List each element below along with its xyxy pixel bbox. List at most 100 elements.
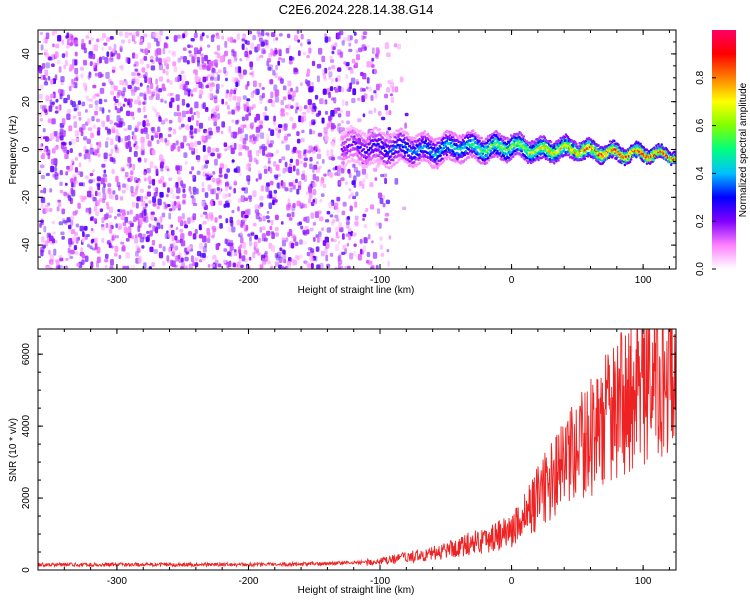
heatmap-cell bbox=[285, 237, 289, 242]
heatmap-cell bbox=[198, 242, 203, 250]
heatmap-cell bbox=[337, 240, 341, 245]
heatmap-cell bbox=[78, 182, 84, 187]
heatmap-cell bbox=[193, 53, 197, 60]
heatmap-cell bbox=[296, 131, 300, 137]
heatmap-cell bbox=[329, 252, 334, 257]
heatmap-cell bbox=[209, 152, 215, 157]
heatmap-cell bbox=[217, 74, 220, 81]
heatmap-cell bbox=[459, 162, 462, 165]
heatmap-cell bbox=[181, 80, 185, 86]
heatmap-cell bbox=[132, 116, 135, 121]
heatmap-cell bbox=[121, 212, 126, 216]
heatmap-cell bbox=[228, 125, 232, 133]
heatmap-cell bbox=[265, 185, 269, 192]
heatmap-cell bbox=[75, 76, 79, 82]
heatmap-cell bbox=[148, 223, 152, 228]
heatmap-cell bbox=[387, 147, 391, 150]
heatmap-cell bbox=[379, 145, 382, 148]
heatmap-cell bbox=[177, 116, 182, 123]
heatmap-cell bbox=[69, 255, 74, 259]
heatmap-cell bbox=[178, 258, 183, 264]
heatmap-cell bbox=[210, 214, 214, 222]
snr-y-axis-label: SNR (10 * v/v) bbox=[8, 418, 19, 482]
heatmap-cell bbox=[297, 150, 302, 154]
heatmap-cell bbox=[143, 92, 147, 100]
heatmap-cell bbox=[115, 175, 119, 183]
heatmap-cell bbox=[235, 81, 239, 88]
heatmap-cell bbox=[291, 234, 296, 239]
heatmap-cell bbox=[292, 90, 296, 98]
heatmap-cell bbox=[496, 149, 499, 153]
heatmap-cell bbox=[105, 71, 110, 79]
heatmap-cell bbox=[143, 105, 146, 113]
heatmap-cell bbox=[268, 194, 273, 199]
x-tick-label: -300 bbox=[107, 275, 127, 286]
heatmap-cell bbox=[273, 115, 276, 122]
heatmap-cell bbox=[401, 140, 404, 144]
heatmap-cell bbox=[276, 251, 282, 259]
heatmap-cell bbox=[120, 166, 125, 172]
heatmap-cell bbox=[48, 56, 53, 61]
heatmap-cell bbox=[105, 222, 109, 228]
heatmap-cell bbox=[92, 148, 97, 152]
heatmap-cell bbox=[43, 148, 47, 153]
heatmap-cell bbox=[259, 226, 263, 233]
heatmap-cell bbox=[96, 182, 101, 187]
heatmap-cell bbox=[90, 239, 94, 244]
heatmap-cell bbox=[223, 66, 227, 74]
heatmap-cell bbox=[85, 234, 90, 238]
heatmap-cell bbox=[243, 104, 247, 112]
heatmap-cell bbox=[253, 139, 257, 144]
heatmap-cell bbox=[351, 58, 356, 64]
heatmap-cell bbox=[657, 142, 660, 146]
heatmap-cell bbox=[336, 196, 341, 202]
heatmap-cell bbox=[168, 208, 173, 212]
heatmap-cell bbox=[172, 61, 177, 67]
heatmap-cell bbox=[249, 135, 253, 140]
heatmap-cell bbox=[153, 38, 159, 42]
heatmap-cell bbox=[90, 227, 94, 232]
heatmap-cell bbox=[421, 159, 424, 162]
heatmap-cell bbox=[226, 251, 231, 256]
heatmap-cell bbox=[105, 212, 109, 219]
heatmap-cell bbox=[325, 254, 329, 262]
heatmap-cell bbox=[145, 122, 150, 127]
heatmap-cell bbox=[109, 35, 114, 40]
heatmap-cell bbox=[372, 129, 375, 132]
heatmap-cell bbox=[96, 148, 100, 154]
colorbar-tick-label: 0.4 bbox=[695, 166, 706, 180]
heatmap-cell bbox=[97, 127, 101, 131]
heatmap-cell bbox=[70, 187, 74, 195]
heatmap-cell bbox=[190, 93, 194, 97]
heatmap-cell bbox=[321, 158, 325, 164]
heatmap-cell bbox=[115, 223, 118, 229]
heatmap-cell bbox=[120, 241, 125, 245]
heatmap-cell bbox=[578, 142, 581, 145]
heatmap-cell bbox=[330, 78, 334, 84]
heatmap-cell bbox=[274, 261, 280, 267]
heatmap-cell bbox=[309, 254, 314, 262]
heatmap-cell bbox=[228, 250, 233, 257]
heatmap-cell bbox=[228, 96, 232, 102]
heatmap-cell bbox=[150, 214, 155, 221]
heatmap-cell bbox=[553, 145, 556, 148]
heatmap-cell bbox=[120, 39, 126, 44]
heatmap-cell bbox=[169, 101, 173, 109]
heatmap-cell bbox=[135, 250, 139, 257]
heatmap-cell bbox=[181, 98, 186, 106]
heatmap-cell bbox=[265, 32, 270, 36]
heatmap-cell bbox=[392, 148, 395, 151]
colorbar-tick-label: 0.8 bbox=[695, 70, 706, 84]
heatmap-cell bbox=[204, 54, 208, 62]
heatmap-cell bbox=[238, 72, 241, 78]
heatmap-cell bbox=[198, 122, 204, 129]
heatmap-cell bbox=[385, 110, 390, 116]
heatmap-cell bbox=[465, 134, 469, 137]
heatmap-cell bbox=[56, 206, 60, 212]
heatmap-cell bbox=[477, 134, 480, 138]
heatmap-cell bbox=[324, 132, 328, 139]
heatmap-cell bbox=[143, 157, 147, 163]
heatmap-cell bbox=[433, 153, 436, 157]
heatmap-cell bbox=[258, 204, 262, 209]
heatmap-cell bbox=[175, 226, 179, 231]
